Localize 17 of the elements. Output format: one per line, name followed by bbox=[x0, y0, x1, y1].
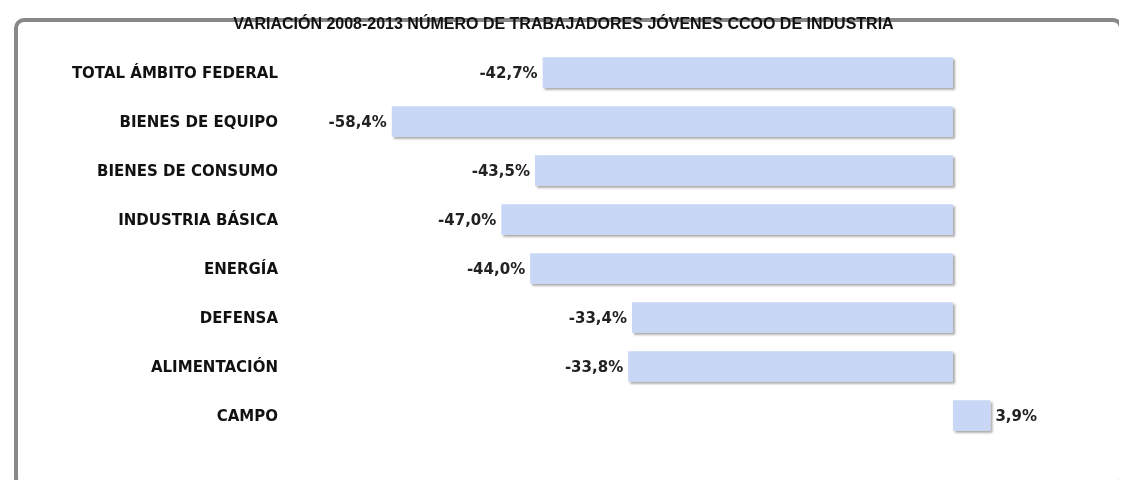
data-label: -43,5% bbox=[471, 161, 530, 180]
data-label: -33,4% bbox=[568, 308, 628, 327]
y-tick-label: DEFENSA bbox=[199, 308, 279, 327]
y-tick-label: TOTAL ÁMBITO FEDERAL bbox=[71, 62, 279, 82]
data-label: -44,0% bbox=[466, 259, 526, 278]
y-tick-label: INDUSTRIA BÁSICA bbox=[118, 209, 279, 229]
data-label: -58,4% bbox=[328, 112, 387, 131]
data-label: -42,7% bbox=[479, 63, 538, 82]
y-tick-label: BIENES DE EQUIPO bbox=[119, 112, 278, 131]
y-tick-label: ALIMENTACIÓN bbox=[150, 356, 278, 376]
y-tick-label: BIENES DE CONSUMO bbox=[97, 161, 278, 180]
y-tick-label: CAMPO bbox=[216, 406, 278, 425]
data-label: -47,0% bbox=[438, 210, 497, 229]
data-label: -33,8% bbox=[564, 357, 624, 376]
chart-title: VARIACIÓN 2008-2013 NÚMERO DE TRABAJADORES JÓVENES CCOO DE INDUSTRIA bbox=[233, 13, 895, 32]
y-tick-label: ENERGÍA bbox=[203, 258, 279, 278]
data-label: 3,9% bbox=[995, 406, 1037, 425]
